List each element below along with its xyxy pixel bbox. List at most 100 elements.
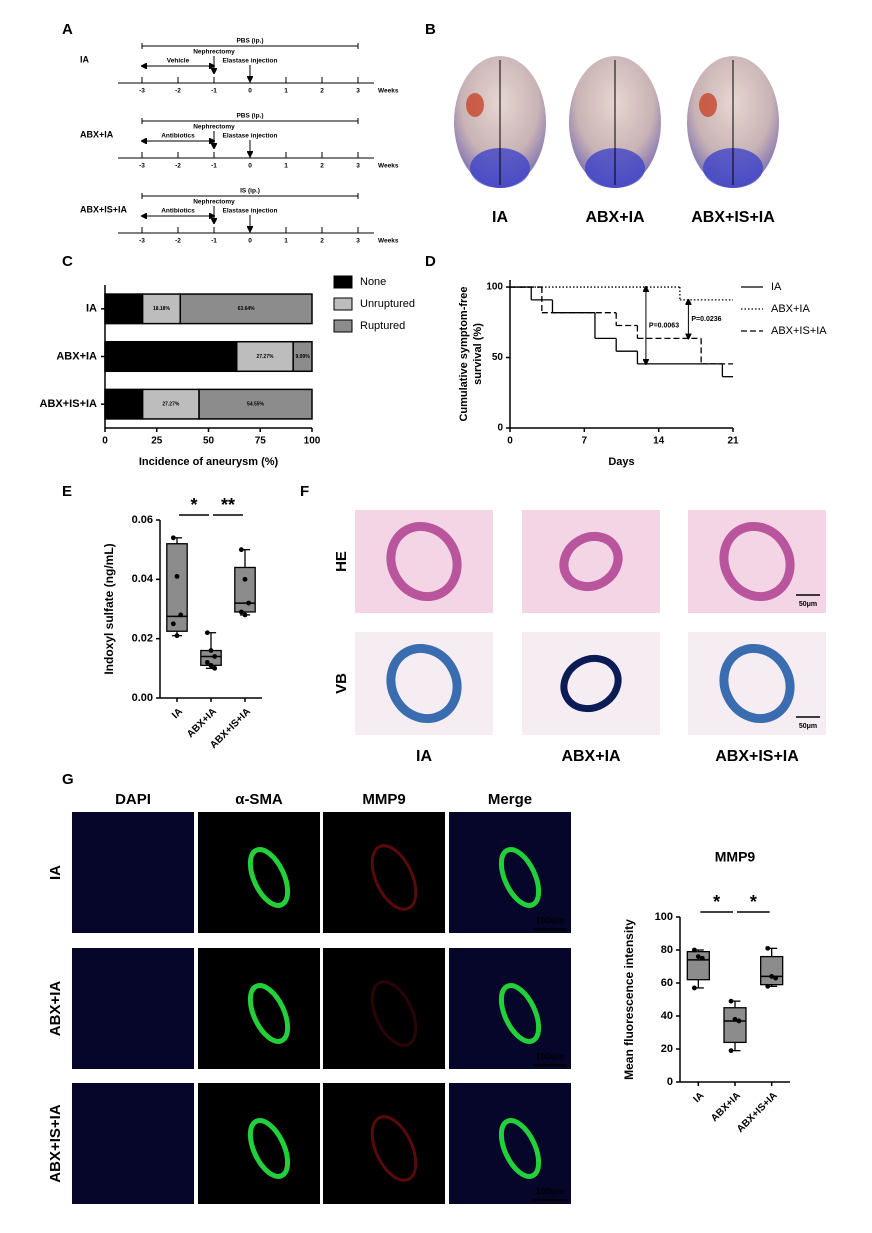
column-label: MMP9 (362, 791, 405, 808)
pretreatment-label: Antibiotics (161, 133, 195, 140)
category-label: IA (86, 303, 97, 315)
tick-label: 3 (356, 163, 360, 170)
panel-label: D (425, 253, 436, 270)
data-point (691, 985, 697, 991)
category-label: IA (691, 1090, 706, 1105)
chart-title: MMP9 (715, 849, 756, 865)
y-axis-title: survival (%) (472, 323, 484, 385)
tick-label: 1 (284, 163, 288, 170)
vessel-wall (386, 521, 462, 602)
fluorescence-image (449, 812, 571, 933)
sma-ring (247, 983, 291, 1044)
data-point (170, 621, 176, 627)
scale-bar-label: 50μm (799, 601, 817, 608)
legend-label: None (360, 276, 386, 288)
data-point (246, 600, 252, 606)
fluorescence-image (449, 948, 571, 1069)
value-label: 18.18% (115, 401, 133, 407)
data-point (174, 573, 180, 579)
y-tick-label: 100 (486, 282, 503, 293)
brain-label: ABX+IS+IA (691, 209, 775, 226)
tick-label: 3 (356, 88, 360, 95)
y-tick-label: 0.02 (132, 633, 153, 645)
value-label: 18.18% (153, 306, 171, 312)
y-tick-label: 40 (661, 1010, 673, 1022)
legend-label: Unruptured (360, 298, 415, 310)
tick-label: 1 (284, 88, 288, 95)
data-point (242, 612, 248, 618)
elastase-label: Elastase injection (223, 208, 278, 215)
data-point (699, 955, 705, 961)
data-point (212, 654, 218, 659)
panel-label: F (300, 483, 309, 500)
data-point (174, 633, 180, 639)
panel-label: E (62, 483, 72, 500)
bar-segment (104, 293, 144, 325)
column-label: Merge (488, 791, 532, 808)
row-label: IA (47, 865, 64, 880)
nephrectomy-label: Nephrectomy (193, 199, 235, 206)
axis-unit: Weeks (378, 163, 399, 170)
significance-label: * (750, 892, 757, 912)
x-tick-label: 25 (151, 436, 163, 447)
category-label: ABX+IS+IA (40, 398, 98, 410)
significance-label: ** (221, 495, 235, 515)
legend-label: ABX+IA (771, 303, 810, 315)
fluorescence-image (198, 812, 320, 933)
data-point (765, 945, 771, 951)
nephrectomy-label: Nephrectomy (193, 49, 235, 56)
tick-label: -3 (139, 163, 145, 170)
tick-label: 2 (320, 238, 324, 245)
sma-ring (498, 847, 542, 908)
data-point (242, 576, 248, 582)
bar-segment (198, 388, 313, 420)
group-label: ABX+IS+IA (80, 204, 128, 214)
box (760, 955, 784, 986)
scale-bar-label: 100um (536, 915, 565, 925)
data-point (765, 983, 771, 989)
fluorescence-image (198, 1083, 320, 1204)
legend-label: Ruptured (360, 320, 405, 332)
data-point (204, 660, 210, 665)
tick-label: -1 (211, 238, 217, 245)
panel-label: B (425, 21, 436, 38)
scale-bar-label: 100um (536, 1186, 565, 1196)
tick-label: -3 (139, 238, 145, 245)
x-axis-title: Incidence of aneurysm (%) (139, 456, 279, 468)
bar-segment (292, 340, 313, 373)
vessel-wall (560, 654, 622, 713)
hemorrhage (466, 93, 484, 117)
p-value: P=0.0063 (649, 322, 679, 329)
y-tick-label: 0.00 (132, 692, 153, 704)
sma-ring (247, 847, 291, 908)
elastase-label: Elastase injection (223, 133, 278, 140)
value-label: 27.27% (256, 354, 274, 360)
data-point (208, 662, 214, 668)
fluorescence-image (72, 948, 194, 1069)
value-label: 63.64% (162, 354, 180, 360)
value-label: 18.18% (115, 306, 133, 312)
data-point (204, 630, 210, 636)
hemorrhage (699, 93, 717, 117)
fluorescence-image (72, 1083, 194, 1204)
y-axis-title: Indoxyl sulfate (ng/mL) (102, 543, 116, 674)
data-point (170, 535, 176, 541)
y-axis-title: Cumulative symptom-free (458, 286, 470, 421)
box (166, 543, 188, 632)
bar-segment (104, 340, 238, 373)
mmp9-signal (370, 980, 418, 1047)
x-tick-label: 14 (653, 436, 665, 447)
vessel-wall (386, 643, 462, 724)
vessel-wall (719, 521, 795, 602)
legend-label: ABX+IS+IA (771, 325, 827, 337)
tick-label: 0 (248, 238, 252, 245)
box (234, 566, 256, 613)
y-tick-label: 0 (497, 423, 503, 434)
scale-bar-label: 100um (536, 1051, 565, 1061)
tick-label: -1 (211, 88, 217, 95)
column-label: DAPI (115, 791, 151, 808)
tick-label: 3 (356, 238, 360, 245)
y-tick-label: 20 (661, 1043, 673, 1055)
tick-label: 2 (320, 163, 324, 170)
data-point (178, 612, 184, 618)
